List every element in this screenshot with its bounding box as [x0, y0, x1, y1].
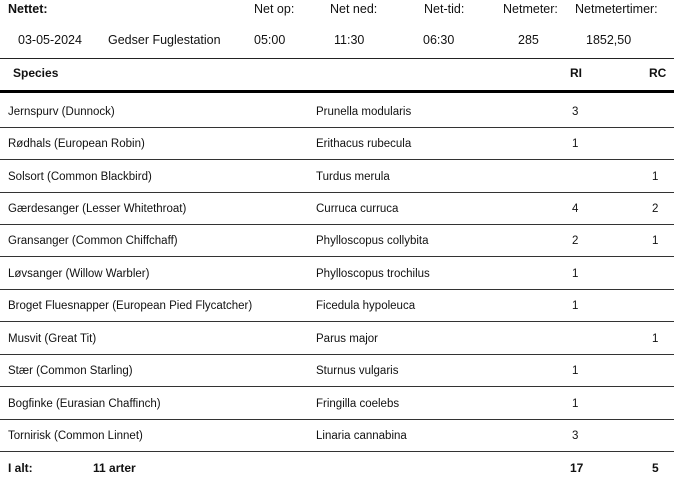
- species-name: Tornirisk (Common Linnet): [8, 430, 143, 442]
- ri-count: 1: [572, 268, 579, 280]
- species-name: Solsort (Common Blackbird): [8, 171, 152, 183]
- total-label: I alt:: [8, 461, 33, 475]
- rc-count: 1: [652, 235, 659, 247]
- netmetertimer-value: 1852,50: [586, 33, 632, 47]
- species-name: Løvsanger (Willow Warbler): [8, 268, 150, 280]
- table-row: Solsort (Common Blackbird) Turdus merula…: [0, 161, 674, 193]
- species-latin: Ficedula hypoleuca: [316, 300, 416, 312]
- row-divider: [0, 451, 674, 452]
- nettet-label: Nettet:: [8, 2, 48, 16]
- rc-column-header: RC: [649, 66, 667, 80]
- table-row: Tornirisk (Common Linnet) Linaria cannab…: [0, 420, 674, 452]
- net-op-label: Net op:: [254, 2, 295, 16]
- date-value: 03-05-2024: [18, 33, 82, 47]
- net-tid-value: 06:30: [423, 33, 455, 47]
- ri-count: 2: [572, 235, 579, 247]
- species-latin: Phylloscopus collybita: [316, 235, 429, 247]
- ri-count: 3: [572, 106, 579, 118]
- table-row: Bogfinke (Eurasian Chaffinch) Fringilla …: [0, 388, 674, 420]
- rc-count: 2: [652, 203, 659, 215]
- ri-count: 1: [572, 138, 579, 150]
- ri-count: 4: [572, 203, 579, 215]
- rc-count: 1: [652, 333, 659, 345]
- table-row: Gærdesanger (Lesser Whitethroat) Curruca…: [0, 193, 674, 225]
- table-header-rule: [0, 90, 674, 93]
- station-value: Gedser Fuglestation: [108, 33, 221, 47]
- table-row: Løvsanger (Willow Warbler) Phylloscopus …: [0, 258, 674, 290]
- row-divider: [0, 192, 674, 193]
- species-latin: Erithacus rubecula: [316, 138, 412, 150]
- species-latin: Sturnus vulgaris: [316, 365, 399, 377]
- species-name: Musvit (Great Tit): [8, 333, 97, 345]
- netmeter-value: 285: [518, 33, 539, 47]
- ri-count: 1: [572, 365, 579, 377]
- species-latin: Curruca curruca: [316, 203, 399, 215]
- species-name: Gærdesanger (Lesser Whitethroat): [8, 203, 187, 215]
- table-row: Rødhals (European Robin) Erithacus rubec…: [0, 128, 674, 160]
- species-name: Bogfinke (Eurasian Chaffinch): [8, 398, 161, 410]
- ri-count: 1: [572, 300, 579, 312]
- header-divider: [0, 58, 674, 59]
- netmetertimer-label: Netmetertimer:: [575, 2, 658, 16]
- net-op-value: 05:00: [254, 33, 286, 47]
- row-divider: [0, 256, 674, 257]
- netmeter-label: Netmeter:: [503, 2, 558, 16]
- species-name: Gransanger (Common Chiffchaff): [8, 235, 178, 247]
- total-ri: 17: [570, 461, 584, 475]
- table-row: Jernspurv (Dunnock) Prunella modularis 3: [0, 96, 674, 128]
- row-divider: [0, 224, 674, 225]
- total-rc: 5: [652, 461, 659, 475]
- net-ned-value: 11:30: [334, 33, 365, 47]
- table-row: Gransanger (Common Chiffchaff) Phyllosco…: [0, 225, 674, 257]
- table-row: Musvit (Great Tit) Parus major 1: [0, 323, 674, 355]
- total-species-count: 11 arter: [93, 461, 136, 475]
- species-name: Stær (Common Starling): [8, 365, 133, 377]
- species-name: Jernspurv (Dunnock): [8, 106, 115, 118]
- row-divider: [0, 127, 674, 128]
- species-name: Broget Fluesnapper (European Pied Flycat…: [8, 300, 253, 312]
- net-tid-label: Net-tid:: [424, 2, 465, 16]
- ri-count: 3: [572, 430, 579, 442]
- row-divider: [0, 419, 674, 420]
- species-name: Rødhals (European Robin): [8, 138, 145, 150]
- row-divider: [0, 354, 674, 355]
- row-divider: [0, 321, 674, 322]
- species-column-header: Species: [13, 66, 59, 80]
- species-latin: Fringilla coelebs: [316, 398, 400, 410]
- row-divider: [0, 386, 674, 387]
- species-latin: Phylloscopus trochilus: [316, 268, 430, 280]
- ri-count: 1: [572, 398, 579, 410]
- species-latin: Prunella modularis: [316, 106, 412, 118]
- row-divider: [0, 159, 674, 160]
- species-latin: Linaria cannabina: [316, 430, 407, 442]
- net-ned-label: Net ned:: [330, 2, 378, 16]
- table-row: Stær (Common Starling) Sturnus vulgaris …: [0, 355, 674, 387]
- table-row: Broget Fluesnapper (European Pied Flycat…: [0, 290, 674, 322]
- rc-count: 1: [652, 171, 659, 183]
- ri-column-header: RI: [570, 66, 582, 80]
- row-divider: [0, 289, 674, 290]
- species-latin: Parus major: [316, 333, 378, 345]
- species-latin: Turdus merula: [316, 171, 390, 183]
